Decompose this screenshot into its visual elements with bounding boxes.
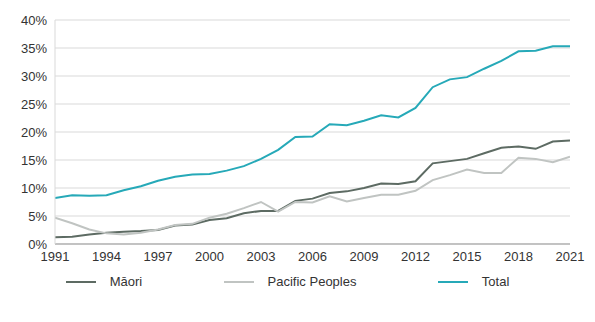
- svg-text:40%: 40%: [21, 13, 47, 28]
- svg-text:1991: 1991: [40, 249, 70, 265]
- svg-text:35%: 35%: [21, 41, 47, 56]
- svg-text:2015: 2015: [453, 249, 482, 264]
- svg-text:2003: 2003: [247, 249, 276, 264]
- svg-text:5%: 5%: [28, 209, 47, 224]
- html-text:Pacific Peoples: Pacific Peoples: [267, 274, 357, 289]
- svg-text:1997: 1997: [144, 249, 173, 264]
- svg-text:20%: 20%: [21, 125, 47, 140]
- html-text:Māori: Māori: [109, 274, 143, 289]
- svg-text:2000: 2000: [195, 249, 224, 264]
- svg-text:1994: 1994: [92, 249, 121, 264]
- svg-text:10%: 10%: [21, 181, 47, 196]
- svg-text:2021: 2021: [556, 249, 585, 264]
- svg-text:2009: 2009: [350, 249, 379, 264]
- html-text:Total: Total: [481, 274, 510, 289]
- svg-text:2012: 2012: [401, 249, 430, 264]
- svg-text:2018: 2018: [504, 249, 533, 264]
- svg-text:25%: 25%: [21, 97, 47, 112]
- svg-text:30%: 30%: [21, 69, 47, 84]
- svg-text:2006: 2006: [298, 249, 327, 264]
- svg-text:15%: 15%: [21, 153, 47, 168]
- svg-text:0%: 0%: [28, 237, 47, 252]
